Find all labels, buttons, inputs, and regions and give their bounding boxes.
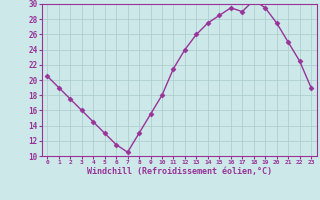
X-axis label: Windchill (Refroidissement éolien,°C): Windchill (Refroidissement éolien,°C) — [87, 167, 272, 176]
